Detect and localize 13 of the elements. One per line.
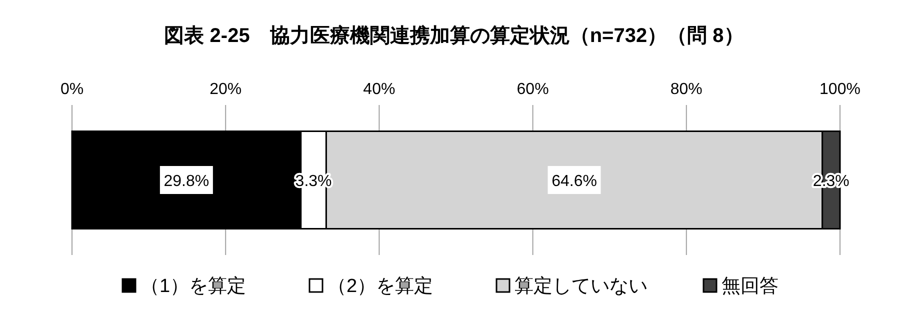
x-tick-label: 0% [60, 81, 84, 98]
legend-label: （1）を算定 [140, 275, 246, 297]
legend-label: 算定していない [514, 275, 648, 297]
x-tick-label: 20% [210, 81, 242, 98]
x-tick-label: 40% [363, 81, 396, 98]
title: 図表 2-25 協力医療機関連携加算の算定状況（n=732）（問 8） [164, 25, 744, 47]
legend-label: 無回答 [722, 276, 778, 297]
data-label: 64.6% [552, 173, 597, 190]
x-tick-label: 80% [670, 81, 702, 98]
x-tick-label: 60% [516, 81, 549, 98]
data-label: 29.8% [164, 173, 210, 190]
legend-label: （2）を算定 [328, 275, 434, 297]
x-tick-label: 100% [820, 81, 860, 98]
